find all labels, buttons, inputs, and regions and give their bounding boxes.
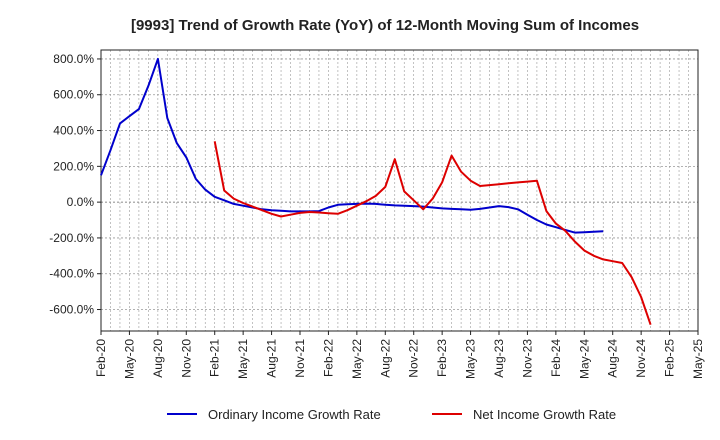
x-tick-label: Feb-20 xyxy=(94,339,108,377)
y-tick-label: 0.0% xyxy=(67,195,95,209)
grid xyxy=(101,50,698,331)
plot-frame xyxy=(100,49,699,332)
x-tick-label: Feb-21 xyxy=(208,339,222,377)
y-tick-label: -200.0% xyxy=(49,231,94,245)
x-tick-label: Nov-20 xyxy=(179,339,193,378)
series-line-net-income xyxy=(213,141,652,326)
y-tick-label: -400.0% xyxy=(49,267,94,281)
x-tick-label: Feb-22 xyxy=(321,339,335,377)
x-tick-label: May-24 xyxy=(577,339,591,379)
x-tick-label: May-25 xyxy=(691,339,705,379)
x-tick-label: Feb-24 xyxy=(549,339,563,377)
legend-label: Net Income Growth Rate xyxy=(473,407,616,422)
x-tick-label: May-20 xyxy=(122,339,136,379)
x-axis: Feb-20 May-20 Aug-20 Nov-20 Feb-21 May-21 Aug-… xyxy=(94,331,705,379)
y-tick-label: 400.0% xyxy=(53,124,94,138)
x-tick-label: Feb-23 xyxy=(435,339,449,377)
y-tick-label: 800.0% xyxy=(53,52,94,66)
y-axis: 800.0% 600.0% 400.0% 200.0% 0.0% -200.0% -400.… xyxy=(49,52,101,317)
x-tick-label: May-21 xyxy=(236,339,250,379)
x-tick-label: May-23 xyxy=(464,339,478,379)
x-tick-label: Feb-25 xyxy=(663,339,677,377)
legend-label: Ordinary Income Growth Rate xyxy=(208,407,381,422)
x-tick-label: Aug-20 xyxy=(151,339,165,378)
x-tick-label: Nov-23 xyxy=(520,339,534,378)
x-tick-label: Aug-23 xyxy=(492,339,506,378)
series-lines xyxy=(100,57,652,326)
x-tick-label: Nov-21 xyxy=(293,339,307,378)
y-tick-label: 200.0% xyxy=(53,159,94,173)
x-tick-label: Aug-21 xyxy=(265,339,279,378)
x-tick-label: May-22 xyxy=(350,339,364,379)
x-tick-label: Nov-24 xyxy=(634,339,648,378)
legend: Ordinary Income Growth Rate Net Income Gr… xyxy=(167,407,616,422)
series-line-ordinary-income xyxy=(100,57,604,234)
x-tick-label: Nov-22 xyxy=(407,339,421,378)
x-tick-label: Aug-22 xyxy=(378,339,392,378)
x-tick-label: Aug-24 xyxy=(606,339,620,378)
y-tick-label: 600.0% xyxy=(53,88,94,102)
chart-title: [9993] Trend of Growth Rate (YoY) of 12-… xyxy=(131,17,639,34)
y-tick-label: -600.0% xyxy=(49,303,94,317)
